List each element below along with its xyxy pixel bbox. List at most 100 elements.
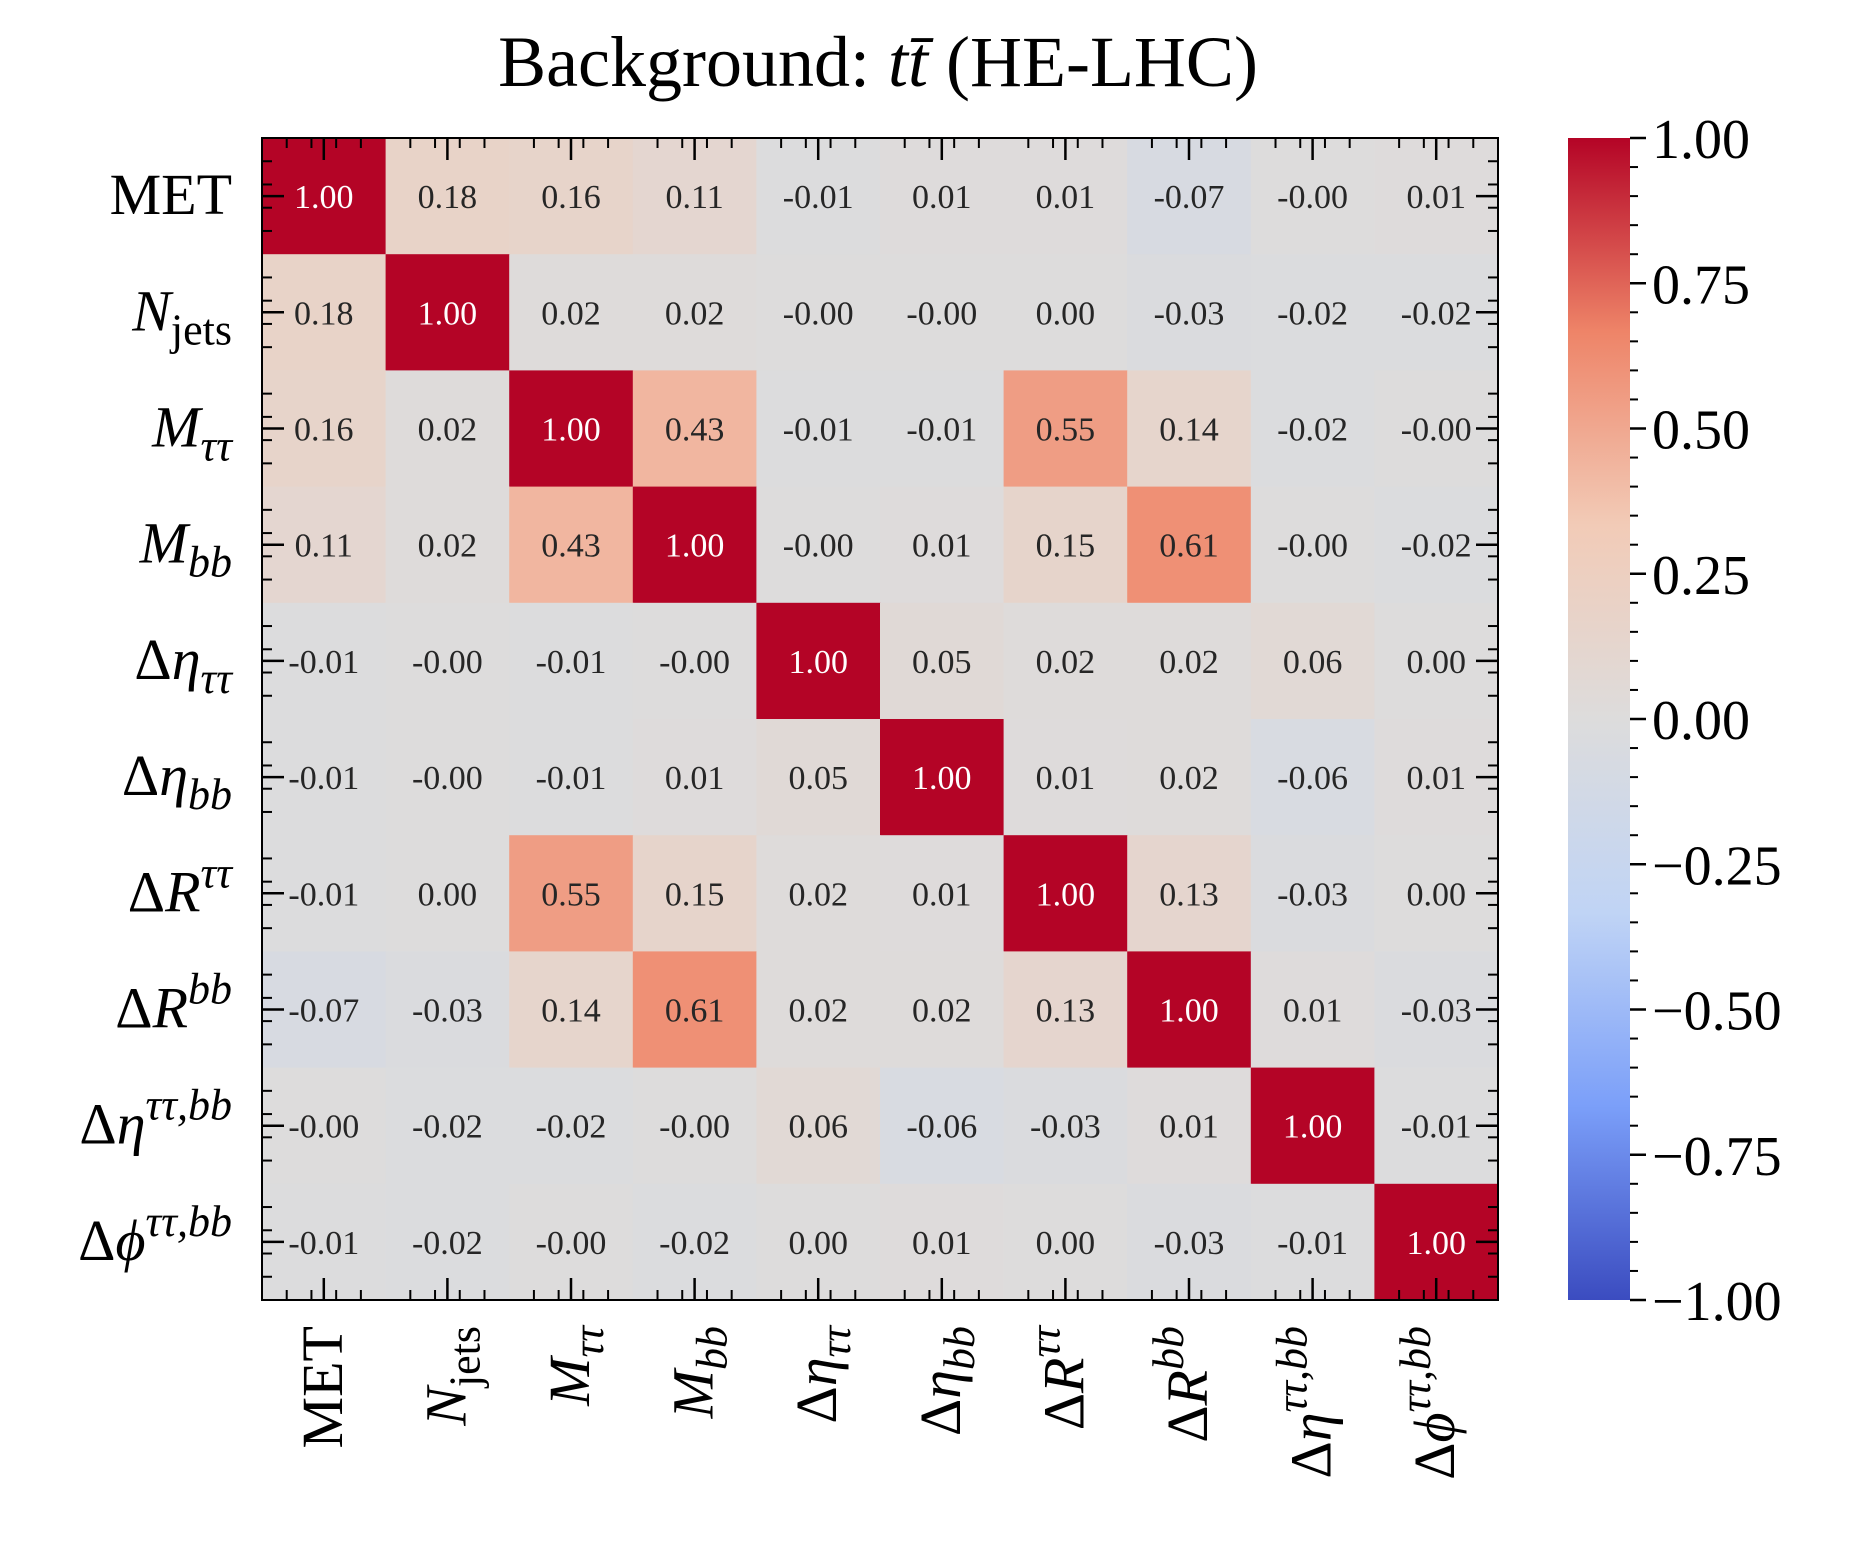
heatmap-cell bbox=[756, 370, 881, 488]
cell-value-label: -0.02 bbox=[1401, 295, 1472, 332]
x-tick-label: Mττ bbox=[537, 1324, 613, 1407]
heatmap-cell bbox=[1250, 1067, 1375, 1185]
cell-value-label: 0.01 bbox=[1036, 179, 1096, 216]
cell-value-label: -0.01 bbox=[1277, 1225, 1348, 1262]
heatmap-cell bbox=[1127, 370, 1252, 488]
heatmap-cell bbox=[1003, 951, 1128, 1069]
y-tick-label: Mττ bbox=[151, 395, 234, 471]
cell-value-label: 1.00 bbox=[1283, 1109, 1343, 1146]
heatmap-cell bbox=[880, 719, 1005, 836]
cell-value-label: 0.01 bbox=[1283, 993, 1343, 1030]
cell-value-label: 0.00 bbox=[788, 1225, 848, 1262]
cell-value-label: 1.00 bbox=[788, 644, 848, 681]
cell-value-label: 0.13 bbox=[1036, 993, 1096, 1030]
x-tick-label: Mbb bbox=[661, 1326, 737, 1419]
x-tick-label: Δϕττ,bb bbox=[1391, 1326, 1467, 1480]
cell-value-label: 1.00 bbox=[665, 528, 725, 565]
cell-value-label: 1.00 bbox=[294, 179, 354, 216]
heatmap-cell bbox=[1127, 486, 1252, 604]
cell-value-label: 0.43 bbox=[541, 528, 601, 565]
heatmap-cell bbox=[632, 951, 757, 1069]
y-axis-tick-labels: MET Njets Mττ Mbb Δηττ Δηbb ΔRττ ΔRbb Δηττ,bb Δϕτ… bbox=[78, 162, 234, 1273]
cell-value-label: 1.00 bbox=[912, 760, 972, 797]
x-axis-tick-labels: MET Njets Mττ Mbb Δηττ Δηbb ΔRττ ΔRbb Δηττ,bb Δϕτ… bbox=[290, 1324, 1467, 1480]
heatmap-cell bbox=[1003, 1067, 1128, 1185]
heatmap-cell bbox=[385, 486, 510, 604]
cell-value-label: 0.02 bbox=[1036, 644, 1096, 681]
heatmap-cell bbox=[1127, 602, 1252, 720]
heatmap-cell bbox=[385, 602, 510, 720]
cell-value-label: 0.00 bbox=[1036, 1225, 1096, 1262]
cell-value-label: -0.01 bbox=[536, 644, 607, 681]
y-tick-label: Mbb bbox=[139, 511, 232, 587]
colorbar-tick-label: 0.00 bbox=[1652, 690, 1750, 752]
colorbar-tick-labels: 1.00 0.75 0.50 0.25 0.00 −0.25 −0.50 −0.75 −1.00 bbox=[1652, 109, 1782, 1333]
heatmap-cell bbox=[756, 1067, 881, 1185]
heatmap-cell bbox=[880, 835, 1005, 952]
cell-value-label: -0.07 bbox=[288, 993, 359, 1030]
heatmap-cell bbox=[880, 254, 1005, 371]
cell-value-label: 0.05 bbox=[912, 644, 972, 681]
cell-value-label: 1.00 bbox=[541, 412, 601, 449]
heatmap-cell bbox=[632, 602, 757, 720]
cell-value-label: -0.02 bbox=[1277, 412, 1348, 449]
cell-value-label: -0.01 bbox=[783, 412, 854, 449]
x-tick-label: MET bbox=[290, 1326, 355, 1448]
heatmap-cell bbox=[880, 1067, 1005, 1185]
cell-value-label: 0.01 bbox=[1406, 179, 1466, 216]
y-tick-label: ΔRττ bbox=[128, 848, 234, 924]
cell-value-label: 0.14 bbox=[541, 993, 601, 1030]
cell-value-label: -0.02 bbox=[1401, 528, 1472, 565]
cell-value-label: 0.11 bbox=[665, 179, 723, 216]
cell-value-label: 0.00 bbox=[418, 876, 478, 913]
y-tick-label: ΔRbb bbox=[115, 965, 232, 1041]
cell-value-label: -0.00 bbox=[412, 644, 483, 681]
heatmap-cell bbox=[509, 951, 634, 1069]
heatmap-cell bbox=[632, 254, 757, 371]
heatmap-cell bbox=[1003, 370, 1128, 488]
heatmap-cell bbox=[385, 370, 510, 488]
x-tick-label: Δηττ bbox=[784, 1324, 860, 1424]
heatmap-cell bbox=[1250, 835, 1375, 952]
cell-value-label: -0.00 bbox=[536, 1225, 607, 1262]
cell-value-label: -0.00 bbox=[783, 528, 854, 565]
heatmap-cell-labels: 1.00 0.18 0.16 0.11 -0.01 0.01 0.01 -0.07 -0.00 0… bbox=[288, 179, 1471, 1262]
heatmap-cell bbox=[509, 602, 634, 720]
cell-value-label: -0.03 bbox=[1277, 876, 1348, 913]
cell-value-label: 0.02 bbox=[541, 295, 601, 332]
colorbar-tick-label: −0.50 bbox=[1652, 981, 1782, 1043]
heatmap-cell bbox=[880, 602, 1005, 720]
heatmap-cell bbox=[756, 719, 881, 836]
heatmap-cell bbox=[509, 719, 634, 836]
heatmap-cell bbox=[509, 370, 634, 488]
y-tick-label: Njets bbox=[131, 278, 232, 354]
cell-value-label: 0.16 bbox=[294, 412, 354, 449]
cell-value-label: -0.02 bbox=[536, 1109, 607, 1146]
heatmap-cell bbox=[1003, 719, 1128, 836]
cell-value-label: 0.15 bbox=[665, 876, 725, 913]
cell-value-label: 0.00 bbox=[1406, 876, 1466, 913]
cell-value-label: 0.02 bbox=[788, 993, 848, 1030]
heatmap-cell bbox=[385, 254, 510, 371]
cell-value-label: -0.06 bbox=[1277, 760, 1348, 797]
plot-frame bbox=[261, 137, 1499, 1301]
heatmap-cell bbox=[632, 835, 757, 952]
colorbar-tick-label: −0.75 bbox=[1652, 1126, 1782, 1188]
cell-value-label: -0.01 bbox=[536, 760, 607, 797]
heatmap-cell bbox=[1127, 835, 1252, 952]
axis-ticks bbox=[262, 138, 1498, 1300]
heatmap-cell bbox=[880, 486, 1005, 604]
cell-value-label: 0.01 bbox=[1406, 760, 1466, 797]
y-tick-label: Δηbb bbox=[122, 743, 232, 819]
heatmap-cell bbox=[756, 254, 881, 371]
heatmap-cell bbox=[632, 370, 757, 488]
cell-value-label: -0.02 bbox=[659, 1225, 730, 1262]
cell-value-label: -0.01 bbox=[783, 179, 854, 216]
cell-value-label: -0.02 bbox=[1277, 295, 1348, 332]
cell-value-label: 0.06 bbox=[1283, 644, 1343, 681]
chart-title: Background: tt̄ (HE-LHC) bbox=[498, 22, 1258, 102]
cell-value-label: 0.43 bbox=[665, 412, 725, 449]
cell-value-label: 0.06 bbox=[788, 1109, 848, 1146]
y-tick-label: Δηττ,bb bbox=[79, 1081, 232, 1157]
